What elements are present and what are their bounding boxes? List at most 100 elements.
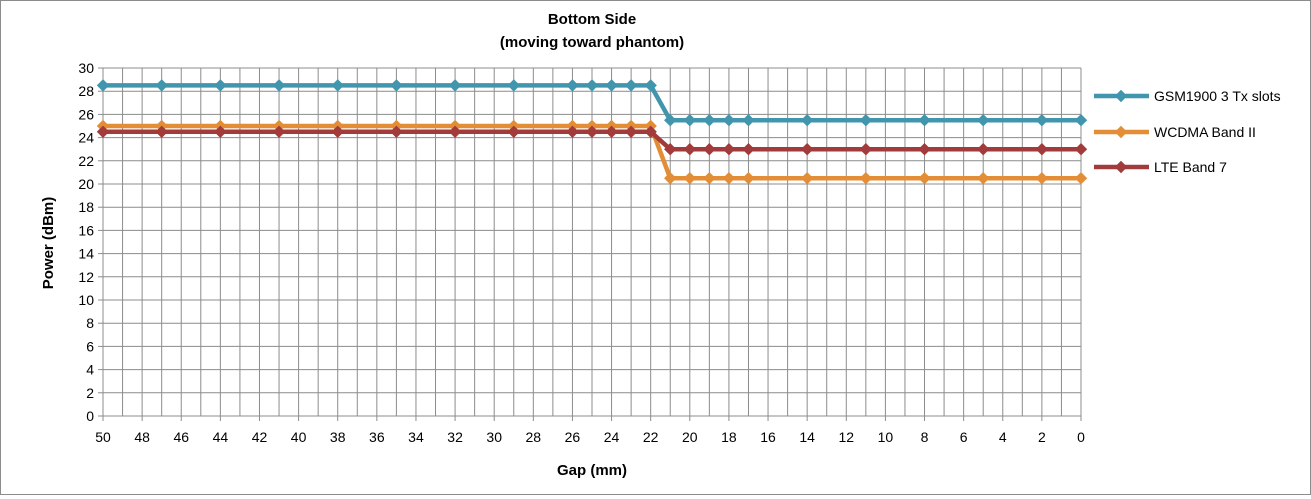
x-tick-label: 34 <box>408 429 424 445</box>
data-point <box>331 79 344 92</box>
data-point <box>859 142 873 156</box>
y-tick-label: 16 <box>78 222 94 238</box>
x-tick-label: 26 <box>565 429 581 445</box>
data-point <box>918 142 931 156</box>
x-tick-label: 0 <box>1077 429 1085 445</box>
data-point <box>1074 113 1088 127</box>
y-axis-title: Power (dBm) <box>40 197 57 290</box>
data-point <box>742 113 755 127</box>
y-tick-label: 28 <box>78 83 94 99</box>
y-tick-label: 4 <box>86 362 94 378</box>
x-tick-label: 32 <box>447 429 463 445</box>
data-point <box>703 113 716 127</box>
y-tick-label: 26 <box>78 106 94 122</box>
y-tick-label: 0 <box>86 408 94 424</box>
series-markers <box>96 79 1088 185</box>
data-point <box>644 79 657 92</box>
legend-label: LTE Band 7 <box>1154 159 1227 175</box>
data-point <box>683 113 697 127</box>
x-tick-label: 12 <box>838 429 854 445</box>
y-tick-label: 14 <box>78 246 94 262</box>
x-tick-label: 2 <box>1038 429 1046 445</box>
data-point <box>605 125 618 139</box>
data-point <box>624 79 638 92</box>
x-tick-label: 24 <box>604 429 620 445</box>
series-line-1 <box>100 123 1084 181</box>
legend-swatch-marker <box>1114 89 1128 103</box>
data-point <box>507 79 520 92</box>
data-point <box>331 125 344 139</box>
data-point <box>976 171 990 185</box>
data-point <box>1074 171 1088 185</box>
x-tick-label: 44 <box>213 429 229 445</box>
data-point <box>155 125 168 139</box>
data-point <box>1035 113 1049 127</box>
data-point <box>272 79 286 92</box>
data-point <box>742 142 755 156</box>
x-tick-label: 4 <box>999 429 1007 445</box>
legend-label: WCDMA Band II <box>1154 124 1256 140</box>
data-point <box>1035 171 1049 185</box>
x-tick-label: 30 <box>486 429 502 445</box>
data-point <box>918 113 931 127</box>
y-tick-label: 10 <box>78 292 94 308</box>
data-point <box>585 125 599 139</box>
series-lines <box>100 83 1084 181</box>
data-point <box>722 142 736 156</box>
data-point <box>976 113 990 127</box>
x-tick-label: 18 <box>721 429 737 445</box>
x-tick-label: 20 <box>682 429 698 445</box>
data-point <box>390 79 403 92</box>
data-point <box>390 125 403 139</box>
data-point <box>214 125 227 139</box>
data-point <box>448 79 462 92</box>
data-point <box>644 125 657 139</box>
x-tick-label: 36 <box>369 429 385 445</box>
data-point <box>859 171 873 185</box>
data-point <box>96 125 110 139</box>
x-axis-title: Gap (mm) <box>557 462 627 479</box>
data-point <box>272 125 286 139</box>
data-point <box>1074 142 1088 156</box>
x-tick-label: 48 <box>134 429 150 445</box>
data-point <box>155 79 168 92</box>
data-point <box>722 171 736 185</box>
legend-swatch-marker <box>1114 125 1128 139</box>
x-tick-label: 38 <box>330 429 346 445</box>
data-point <box>800 113 814 127</box>
series-line-0 <box>100 83 1084 123</box>
y-tick-label: 2 <box>86 385 94 401</box>
y-tick-label: 20 <box>78 176 94 192</box>
data-point <box>448 125 462 139</box>
data-point <box>507 125 520 139</box>
x-tick-label: 14 <box>799 429 815 445</box>
data-point <box>214 79 227 92</box>
y-tick-label: 24 <box>78 130 94 146</box>
x-tick-label: 10 <box>878 429 894 445</box>
x-tick-label: 6 <box>960 429 968 445</box>
chart-subtitle: (moving toward phantom) <box>500 34 684 51</box>
data-point <box>683 171 697 185</box>
data-point <box>742 171 755 185</box>
y-tick-label: 8 <box>86 315 94 331</box>
data-point <box>664 142 677 156</box>
data-point <box>703 171 716 185</box>
data-point <box>976 142 990 156</box>
x-tick-label: 40 <box>291 429 307 445</box>
legend-swatch-marker <box>1114 160 1128 174</box>
x-tick-label: 22 <box>643 429 659 445</box>
y-tick-label: 12 <box>78 269 94 285</box>
data-point <box>918 171 931 185</box>
x-tick-label: 42 <box>252 429 268 445</box>
chart-title: Bottom Side <box>548 11 636 28</box>
x-tick-label: 28 <box>526 429 542 445</box>
legend-label: GSM1900 3 Tx slots <box>1154 88 1281 104</box>
y-tick-label: 30 <box>78 60 94 76</box>
data-point <box>859 113 873 127</box>
x-tick-label: 8 <box>921 429 929 445</box>
data-point <box>800 142 814 156</box>
data-point <box>1035 142 1049 156</box>
data-point <box>664 171 677 185</box>
